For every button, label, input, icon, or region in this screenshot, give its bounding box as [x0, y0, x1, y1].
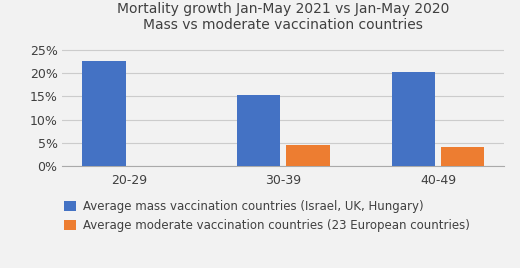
Bar [83, 61, 126, 166]
Bar [441, 147, 484, 166]
Bar [287, 145, 330, 166]
Title: Mortality growth Jan-May 2021 vs Jan-May 2020
Mass vs moderate vaccination count: Mortality growth Jan-May 2021 vs Jan-May… [117, 2, 450, 32]
Bar [392, 72, 435, 166]
Legend: Average mass vaccination countries (Israel, UK, Hungary), Average moderate vacci: Average mass vaccination countries (Isra… [64, 200, 470, 232]
Bar [237, 95, 280, 166]
